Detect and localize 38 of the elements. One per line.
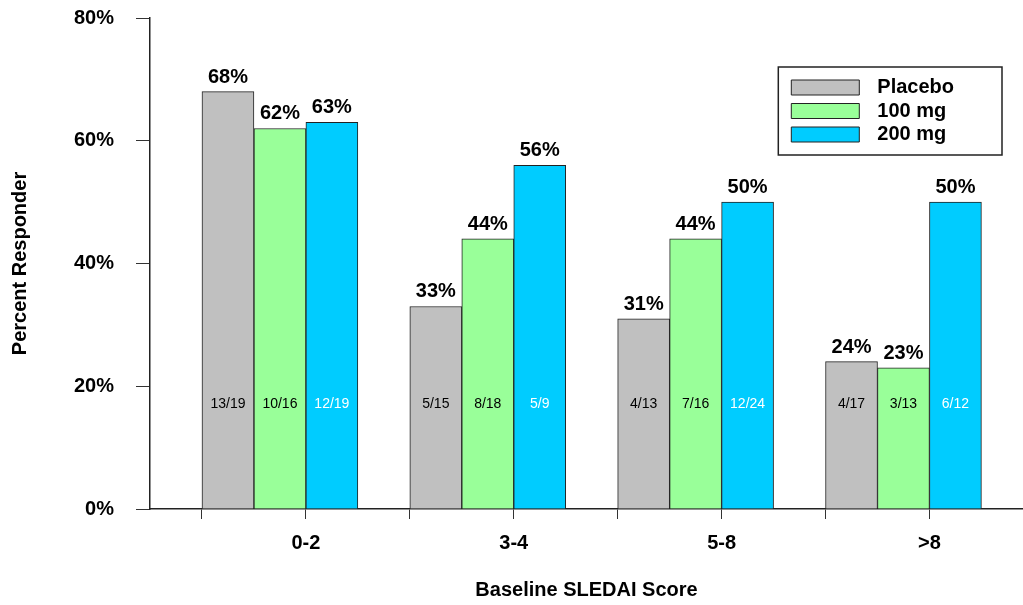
- annotation: 13/19: [210, 394, 246, 411]
- data-label: 50%: [935, 175, 976, 198]
- data-label: 44%: [467, 211, 508, 234]
- legend-label: 200 mg: [877, 122, 947, 145]
- y-axis-title: Percent Responder: [7, 171, 30, 356]
- data-label: 31%: [623, 291, 664, 314]
- data-label: 33%: [415, 279, 457, 302]
- data-label: 68%: [207, 64, 249, 87]
- annotation: 5/9: [530, 394, 550, 411]
- annotation: 12/19: [314, 394, 350, 411]
- annotation: 3/13: [889, 394, 918, 411]
- data-label: 44%: [675, 211, 716, 234]
- legend-label: 100 mg: [877, 98, 947, 121]
- annotation: 10/16: [262, 394, 298, 411]
- annotation: 4/17: [837, 394, 866, 411]
- x-tick-label: 3-4: [499, 530, 530, 553]
- annotation: 12/24: [730, 394, 766, 411]
- annotation: 6/12: [941, 394, 970, 411]
- annotation: 7/16: [682, 394, 710, 411]
- x-tick-label: 0-2: [291, 530, 321, 553]
- y-tick-label: 0%: [85, 496, 115, 519]
- data-label: 24%: [831, 334, 872, 357]
- x-tick-label: 5-8: [707, 530, 737, 553]
- legend-label: Placebo: [877, 75, 954, 98]
- annotation: 4/13: [630, 394, 658, 411]
- data-label: 23%: [883, 340, 924, 363]
- y-tick-label: 80%: [73, 5, 115, 28]
- data-label: 56%: [519, 138, 560, 161]
- data-label: 63%: [311, 95, 353, 118]
- x-axis-title: Baseline SLEDAI Score: [475, 577, 698, 600]
- y-tick-label: 60%: [73, 128, 115, 151]
- data-label: 62%: [259, 101, 301, 124]
- annotation: 5/15: [422, 394, 450, 411]
- annotation: 8/18: [474, 394, 502, 411]
- data-label: 50%: [727, 175, 768, 198]
- y-tick-label: 20%: [73, 373, 115, 396]
- x-tick-label: >8: [918, 530, 941, 553]
- y-tick-label: 40%: [73, 251, 115, 274]
